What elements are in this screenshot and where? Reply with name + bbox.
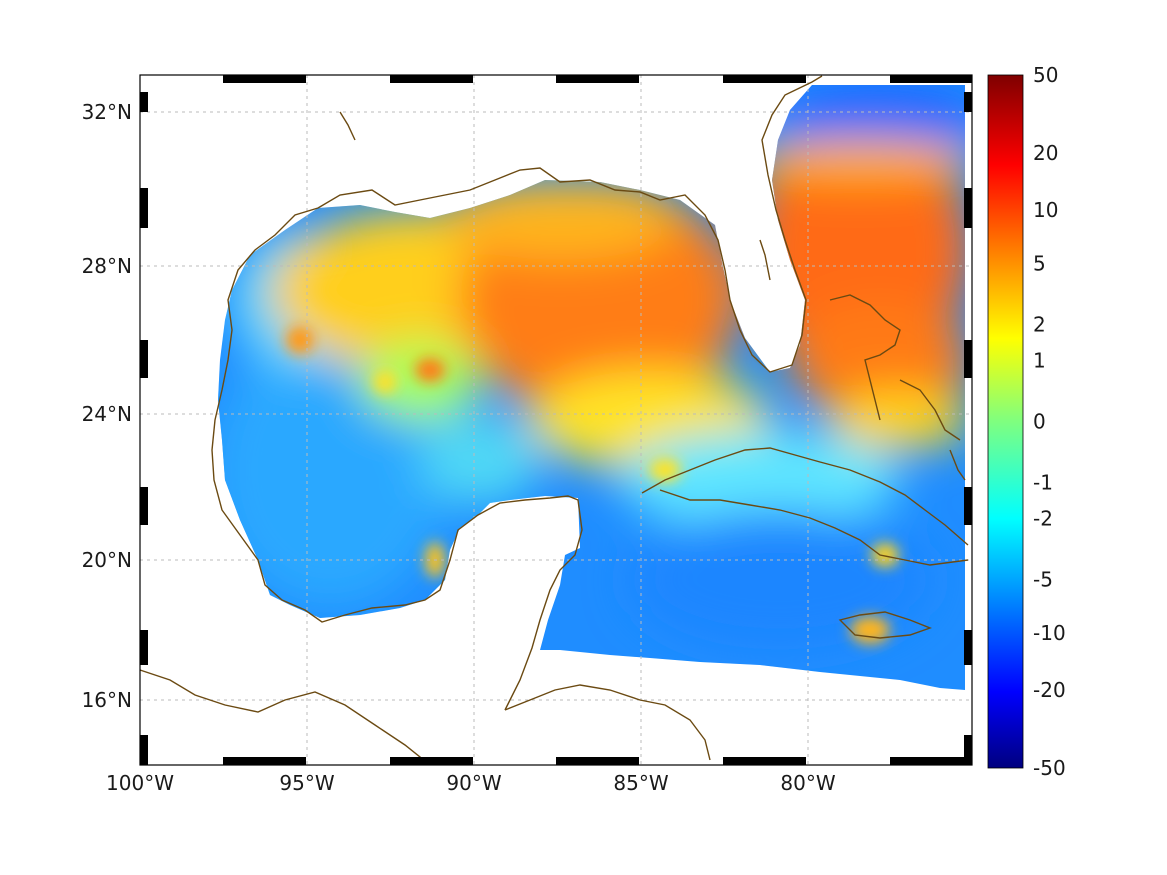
colorbar-tick-label: -1 bbox=[1033, 471, 1053, 495]
lat-tick-label: 28°N bbox=[82, 254, 132, 278]
coastlines bbox=[139, 75, 969, 766]
lat-tick-label: 24°N bbox=[82, 402, 132, 426]
colorbar-tick-label: 20 bbox=[1033, 141, 1058, 165]
data-field bbox=[218, 85, 965, 690]
lon-tick-label: 80°W bbox=[780, 771, 835, 795]
lat-tick-label: 20°N bbox=[82, 548, 132, 572]
colorbar-tick-label: 2 bbox=[1033, 313, 1046, 337]
colorbar-tick-label: -20 bbox=[1033, 678, 1066, 702]
graticule bbox=[140, 75, 972, 765]
colorbar-tick-label: 1 bbox=[1033, 348, 1046, 372]
lon-tick-label: 100°W bbox=[106, 771, 174, 795]
lon-tick-label: 90°W bbox=[446, 771, 501, 795]
colorbar-tick-label: -10 bbox=[1033, 621, 1066, 645]
lon-tick-labels: 100°W 95°W 90°W 85°W 80°W bbox=[106, 771, 836, 795]
colorbar-tick-label: 50 bbox=[1033, 63, 1058, 87]
colorbar-tick-label: -2 bbox=[1033, 506, 1053, 530]
colorbar-gradient bbox=[987, 74, 1024, 769]
colorbar-tick-label: 0 bbox=[1033, 410, 1046, 434]
map-frame bbox=[139, 74, 973, 766]
colorbar-tick-label: -5 bbox=[1033, 567, 1053, 591]
colorbar-tick-label: -50 bbox=[1033, 756, 1066, 780]
lon-tick-label: 85°W bbox=[613, 771, 668, 795]
lat-tick-labels: 32°N 28°N 24°N 20°N 16°N bbox=[82, 100, 132, 712]
lon-tick-label: 95°W bbox=[279, 771, 334, 795]
lat-tick-label: 32°N bbox=[82, 100, 132, 124]
lat-tick-label: 16°N bbox=[82, 688, 132, 712]
colorbar-tick-label: 5 bbox=[1033, 252, 1046, 276]
colorbar-tick-label: 10 bbox=[1033, 198, 1058, 222]
